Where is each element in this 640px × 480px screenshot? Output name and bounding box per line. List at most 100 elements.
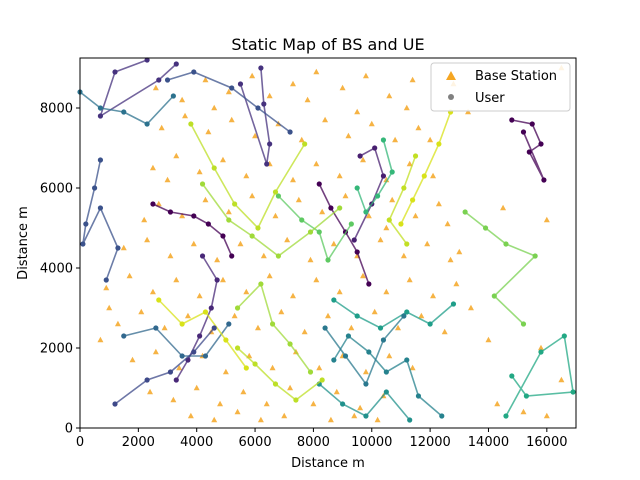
y-axis-title: Distance m	[16, 206, 31, 280]
user-point	[328, 205, 334, 211]
base-station-point	[231, 312, 238, 319]
base-station-point	[400, 252, 407, 259]
user-point	[316, 229, 322, 235]
user-point	[372, 145, 378, 151]
x-tick-label: 0	[76, 435, 84, 450]
base-station-point	[106, 304, 113, 311]
base-station-point	[167, 252, 174, 259]
base-station-point	[348, 324, 355, 331]
base-station-point	[336, 288, 343, 295]
user-point	[97, 205, 104, 211]
user-point	[404, 309, 410, 315]
base-station-point	[558, 376, 565, 383]
base-station-point	[415, 124, 422, 131]
base-station-point	[362, 368, 369, 375]
base-station-point	[173, 276, 180, 283]
base-station-point	[144, 236, 151, 243]
base-station-point	[298, 136, 305, 143]
base-station-point	[170, 396, 177, 403]
base-station-point	[176, 364, 183, 371]
user-point	[103, 277, 109, 283]
base-station-point	[97, 336, 104, 343]
user-point	[561, 333, 567, 339]
base-station-point	[243, 172, 250, 179]
base-station-point	[289, 176, 296, 183]
base-station-point	[243, 288, 250, 295]
plot-area	[80, 58, 576, 428]
user-point	[412, 153, 419, 159]
base-station-point	[389, 196, 396, 203]
user-point	[462, 209, 468, 215]
base-station-point	[424, 240, 431, 247]
y-tick-label: 2000	[40, 342, 73, 357]
user-point	[234, 345, 241, 351]
user-point	[144, 57, 150, 63]
base-station-point	[313, 276, 320, 283]
base-station-point	[149, 288, 156, 295]
legend-box	[430, 62, 571, 112]
user-trajectory	[234, 281, 314, 375]
y-tick-label: 8000	[40, 102, 73, 117]
user-point	[354, 249, 360, 255]
base-station-point	[254, 324, 261, 331]
user-point	[167, 369, 174, 375]
base-station-point	[319, 208, 326, 215]
user-point	[191, 213, 197, 219]
user-point	[331, 297, 337, 303]
base-station-point	[383, 176, 390, 183]
base-station-point	[395, 324, 402, 331]
base-station-point	[406, 276, 413, 283]
user-point	[208, 305, 214, 311]
base-station-point	[234, 408, 241, 415]
user-point	[179, 353, 185, 359]
x-tick-label: 14000	[468, 435, 509, 450]
user-point	[520, 321, 527, 327]
user-point	[509, 117, 515, 123]
base-station-point	[196, 292, 203, 299]
user-path-line	[511, 119, 545, 181]
chart-title: Static Map of BS and UE	[231, 35, 424, 54]
base-station-point	[520, 408, 527, 415]
base-station-point	[222, 368, 229, 375]
base-station-point	[412, 212, 419, 219]
user-point	[366, 281, 372, 287]
base-station-point	[543, 216, 550, 223]
user-point	[325, 257, 331, 263]
base-station-point	[409, 76, 416, 83]
user-point	[249, 233, 255, 239]
user-point	[264, 161, 270, 167]
base-station-point	[383, 224, 390, 231]
user-point	[383, 389, 389, 395]
base-station-point	[327, 416, 334, 423]
user-point	[211, 325, 217, 331]
user-path-line	[388, 155, 417, 245]
base-station-point	[295, 196, 302, 203]
user-point	[532, 253, 538, 259]
user-point	[83, 221, 89, 227]
user-point	[316, 181, 322, 187]
user-point	[410, 197, 416, 203]
x-tick-label: 6000	[239, 435, 272, 450]
base-station-point	[214, 256, 221, 263]
user-point	[386, 217, 392, 223]
user-trajectory	[97, 57, 179, 119]
base-station-point	[196, 168, 203, 175]
user-point	[234, 305, 241, 311]
base-station-point	[126, 272, 133, 279]
base-station-point	[237, 240, 244, 247]
user-path-line	[464, 211, 537, 325]
user-point	[220, 233, 226, 239]
user-point	[401, 313, 407, 319]
user-point	[97, 157, 104, 163]
user-trajectory	[80, 157, 121, 283]
base-station-point	[313, 68, 320, 75]
user-point	[389, 169, 395, 175]
base-station-point	[330, 240, 337, 247]
user-path-line	[175, 255, 218, 381]
base-station-point	[386, 352, 393, 359]
user-point	[375, 193, 381, 199]
user-point	[144, 121, 150, 127]
x-tick-label: 4000	[180, 435, 213, 450]
user-point	[167, 209, 174, 215]
x-tick-label: 8000	[297, 435, 330, 450]
